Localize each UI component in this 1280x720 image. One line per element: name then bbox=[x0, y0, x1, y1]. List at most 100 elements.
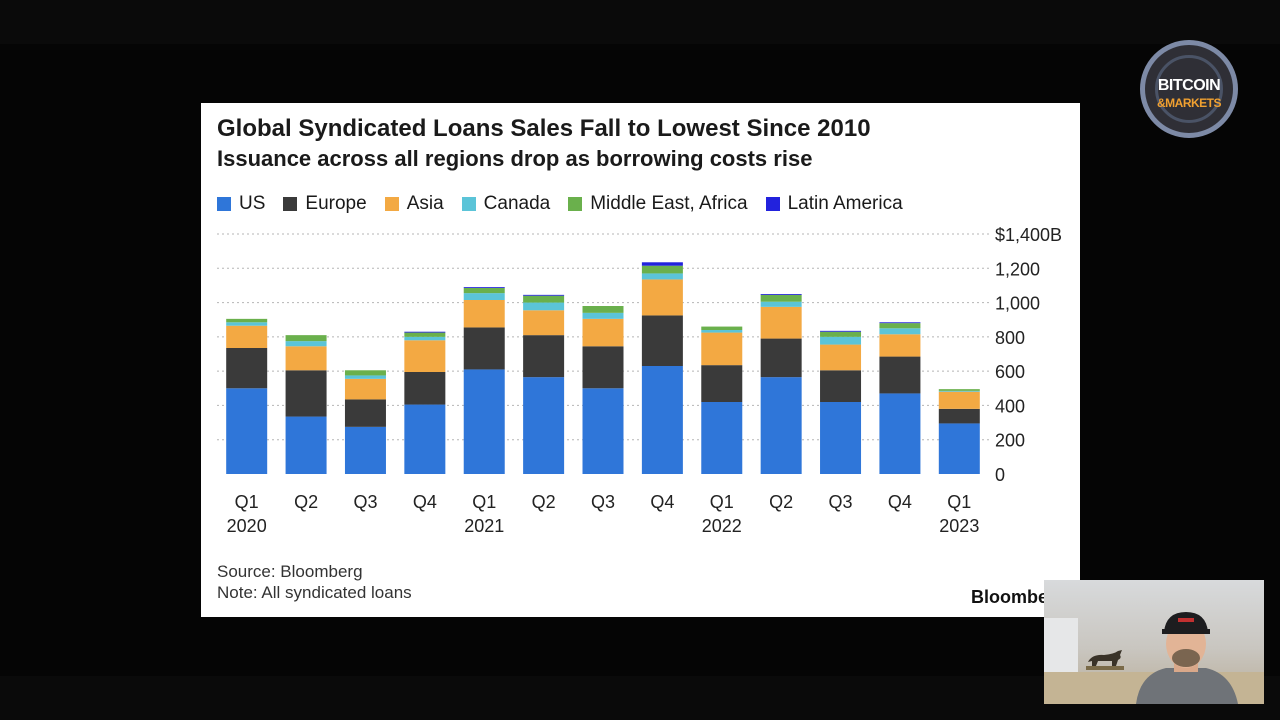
x-tick-label: Q4 bbox=[888, 492, 912, 512]
y-tick-label: 400 bbox=[995, 396, 1025, 416]
bar-segment-europe bbox=[879, 356, 921, 394]
chart-legend: US Europe Asia Canada Middle East, Africa Lat… bbox=[217, 193, 903, 215]
bar-segment-europe bbox=[285, 370, 327, 417]
bar-segment-asia bbox=[344, 378, 386, 400]
bar-segment-us bbox=[938, 423, 980, 474]
x-tick-year-label: 2020 bbox=[227, 516, 267, 536]
bar-segment-us bbox=[226, 388, 268, 474]
chart-title: Global Syndicated Loans Sales Fall to Lo… bbox=[217, 115, 871, 142]
bar-segment-canada bbox=[404, 336, 446, 341]
bar-segment-middle-east-africa bbox=[285, 335, 327, 342]
x-tick-label: Q4 bbox=[413, 492, 437, 512]
x-tick-label: Q1 bbox=[472, 492, 496, 512]
letterbox-top bbox=[0, 0, 1280, 44]
bar-segment-asia bbox=[285, 346, 327, 371]
bar-segment-asia bbox=[820, 344, 862, 371]
bar-segment-europe bbox=[641, 315, 683, 366]
legend-item-latin-america: Latin America bbox=[765, 193, 903, 215]
bar-segment-us bbox=[285, 416, 327, 474]
bar-segment-latin-america bbox=[879, 322, 921, 324]
bar-segment-canada bbox=[938, 390, 980, 392]
bar-segment-asia bbox=[463, 300, 505, 328]
logo-text-secondary: &MARKETS bbox=[1157, 96, 1222, 110]
stacked-bar-chart: 0 200 400 600 800 1,000 1,200 $1,400B Q1 2020 Q2 Q3… bbox=[217, 225, 1062, 536]
y-tick-label: 200 bbox=[995, 431, 1025, 451]
bar-segment-europe bbox=[463, 327, 505, 370]
bar-segment-us bbox=[463, 369, 505, 474]
x-tick-year-label: 2023 bbox=[939, 516, 979, 536]
bar-segment-middle-east-africa bbox=[404, 332, 446, 337]
bar-segment-us bbox=[641, 366, 683, 474]
bar-segment-canada bbox=[701, 330, 743, 333]
bar-segment-asia bbox=[938, 391, 980, 409]
legend-label-middle-east-africa: Middle East, Africa bbox=[590, 193, 748, 214]
x-tick-label: Q2 bbox=[769, 492, 793, 512]
y-tick-label: 800 bbox=[995, 328, 1025, 348]
x-tick-label: Q1 bbox=[710, 492, 734, 512]
bar-segment-asia bbox=[760, 306, 802, 339]
bull-statue-icon bbox=[1086, 650, 1124, 670]
bar-segment-asia bbox=[404, 340, 446, 372]
bar-segment-middle-east-africa bbox=[523, 295, 565, 303]
chart-note: Note: All syndicated loans bbox=[217, 583, 412, 602]
bar-segment-us bbox=[404, 404, 446, 474]
y-tick-label: 0 bbox=[995, 465, 1005, 485]
legend-item-middle-east-africa: Middle East, Africa bbox=[568, 193, 748, 215]
chart-source: Source: Bloomberg bbox=[217, 562, 363, 581]
bar-segment-middle-east-africa bbox=[344, 370, 386, 376]
bar-segment-canada bbox=[523, 302, 565, 311]
legend-label-europe: Europe bbox=[305, 193, 367, 214]
bar-segment-asia bbox=[582, 318, 624, 347]
bar-segment-asia bbox=[879, 334, 921, 357]
bar-segment-us bbox=[879, 393, 921, 474]
bar-segment-canada bbox=[879, 328, 921, 335]
logo-text-primary: BITCOIN bbox=[1157, 77, 1221, 94]
bar-segment-latin-america bbox=[820, 330, 862, 332]
legend-swatch-europe bbox=[283, 197, 298, 211]
bar-segment-europe bbox=[701, 365, 743, 402]
bar-segment-europe bbox=[344, 399, 386, 427]
bar-segment-canada bbox=[582, 312, 624, 319]
bar-segment-europe bbox=[820, 370, 862, 402]
legend-swatch-us bbox=[217, 197, 231, 211]
chart-card: Global Syndicated Loans Sales Fall to Lo… bbox=[201, 103, 1080, 617]
bar-segment-latin-america bbox=[404, 331, 446, 333]
x-tick-label: Q2 bbox=[532, 492, 556, 512]
bar-segment-canada bbox=[641, 273, 683, 280]
bar-segment-europe bbox=[760, 338, 802, 378]
x-tick-year-label: 2022 bbox=[702, 516, 742, 536]
bar-segment-middle-east-africa bbox=[463, 288, 505, 294]
bar-segment-europe bbox=[523, 335, 565, 378]
bar-segment-latin-america bbox=[523, 294, 565, 296]
channel-logo: BITCOIN &MARKETS bbox=[1140, 40, 1238, 138]
logo-ring bbox=[1155, 55, 1223, 123]
legend-label-asia: Asia bbox=[406, 193, 444, 214]
x-tick-label: Q3 bbox=[591, 492, 615, 512]
x-tick-label: Q1 bbox=[235, 492, 259, 512]
y-tick-label: 1,200 bbox=[995, 259, 1040, 279]
bar-segment-middle-east-africa bbox=[641, 265, 683, 274]
legend-swatch-asia bbox=[384, 197, 399, 211]
bar-segment-europe bbox=[404, 372, 446, 405]
bar-segment-asia bbox=[641, 279, 683, 316]
bar-segment-us bbox=[760, 377, 802, 474]
bar-segment-canada bbox=[285, 341, 327, 347]
x-tick-label: Q3 bbox=[353, 492, 377, 512]
presenter-silhouette bbox=[1136, 612, 1238, 704]
bar-segment-asia bbox=[701, 332, 743, 366]
chart-subtitle: Issuance across all regions drop as borr… bbox=[217, 146, 813, 171]
bar-segment-middle-east-africa bbox=[226, 318, 268, 323]
bar-segment-europe bbox=[582, 346, 624, 389]
bar-segment-us bbox=[344, 426, 386, 474]
legend-swatch-canada bbox=[461, 197, 476, 211]
bar-segment-canada bbox=[463, 293, 505, 300]
x-tick-label: Q4 bbox=[650, 492, 674, 512]
legend-item-us: US bbox=[217, 193, 265, 215]
y-tick-label: 1,000 bbox=[995, 294, 1040, 314]
bar-segment-middle-east-africa bbox=[938, 389, 980, 391]
webcam-feed bbox=[1044, 580, 1264, 704]
bar-segment-asia bbox=[523, 310, 565, 336]
x-tick-year-label: 2021 bbox=[464, 516, 504, 536]
legend-item-europe: Europe bbox=[283, 193, 367, 215]
x-tick-label: Q2 bbox=[294, 492, 318, 512]
